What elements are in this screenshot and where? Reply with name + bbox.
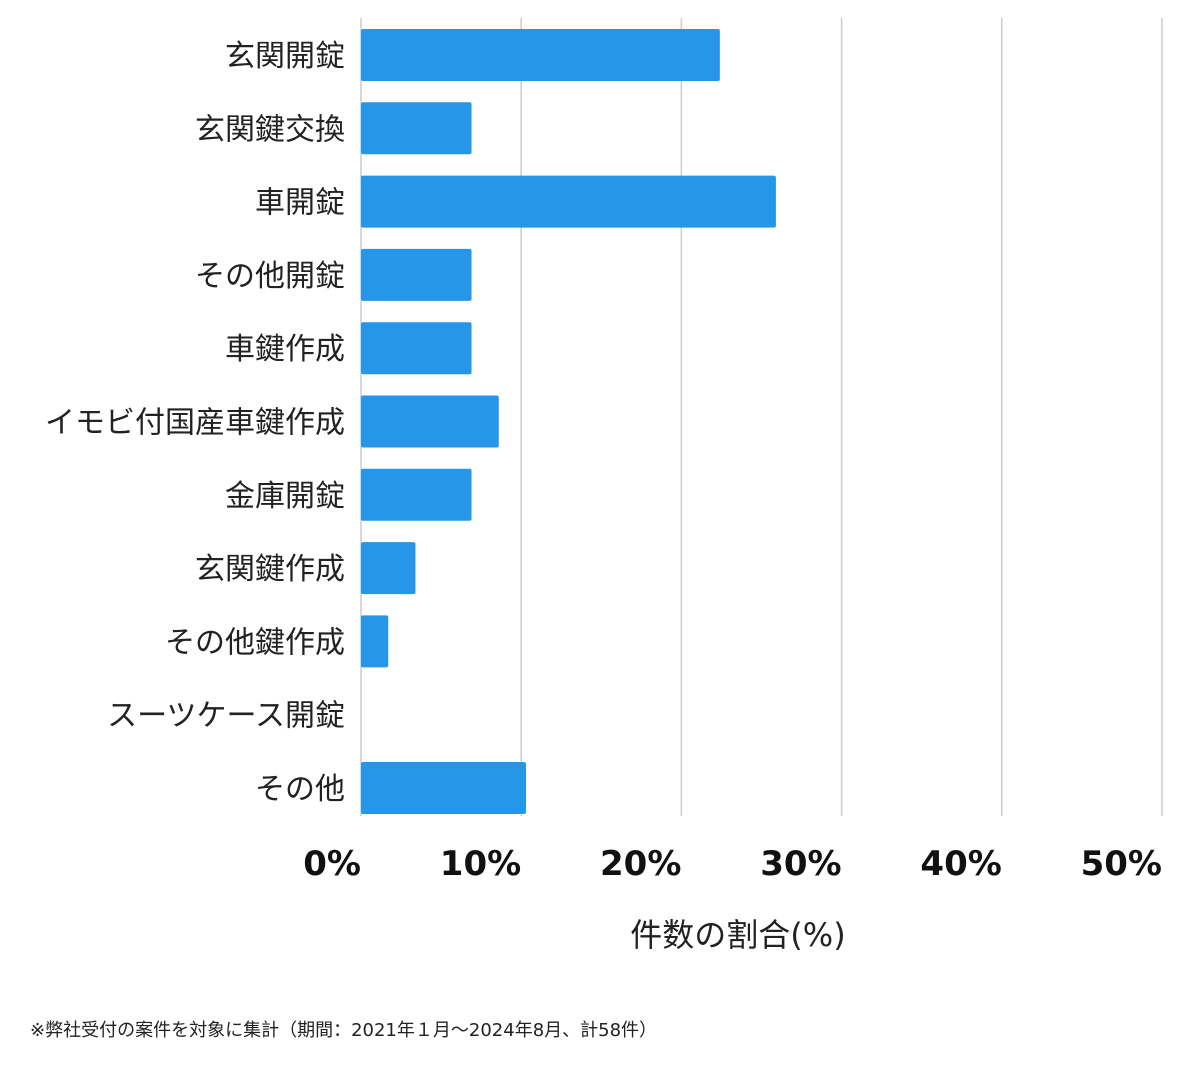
category-label-6: 金庫開錠: [225, 479, 345, 514]
bar-8: [361, 615, 389, 668]
bar-3: [361, 248, 472, 301]
footnote: ※弊社受付の案件を対象に集計（期間：2021年１月〜2024年8月、計58件）: [30, 1020, 658, 1041]
tick-label-40: 40%: [920, 844, 1001, 884]
bar-4: [361, 322, 472, 375]
category-label-8: その他鍵作成: [165, 625, 345, 660]
category-label-2: 車開錠: [255, 186, 345, 221]
tick-label-0: 0%: [303, 844, 361, 884]
tick-label-20: 20%: [600, 844, 681, 884]
gridlines: [360, 18, 1163, 816]
category-label-9: スーツケース開錠: [107, 699, 345, 734]
bar-6: [361, 468, 472, 521]
tick-label-30: 30%: [760, 844, 841, 884]
bars: [361, 29, 776, 814]
bar-10: [361, 762, 527, 814]
tick-label-10: 10%: [440, 844, 521, 884]
category-label-7: 玄関鍵作成: [195, 552, 345, 587]
category-label-3: その他開錠: [195, 259, 345, 294]
x-tick-labels: 0% 10% 20% 30% 40% 50%: [303, 844, 1162, 884]
category-label-10: その他: [255, 772, 345, 807]
tick-label-50: 50%: [1081, 844, 1162, 884]
x-axis-title: 件数の割合(%): [630, 916, 845, 954]
bar-5: [361, 395, 499, 448]
category-labels: 玄関開錠玄関鍵交換車開錠その他開錠車鍵作成イモビ付国産車鍵作成金庫開錠玄関鍵作成…: [45, 39, 345, 807]
bar-0: [361, 29, 720, 81]
bar-chart: 玄関開錠玄関鍵交換車開錠その他開錠車鍵作成イモビ付国産車鍵作成金庫開錠玄関鍵作成…: [45, 18, 1163, 954]
bar-2: [361, 175, 776, 228]
category-label-0: 玄関開錠: [225, 39, 345, 74]
category-label-1: 玄関鍵交換: [195, 112, 345, 147]
category-label-4: 車鍵作成: [225, 332, 345, 367]
bar-7: [361, 542, 416, 595]
category-label-5: イモビ付国産車鍵作成: [45, 406, 345, 441]
bar-1: [361, 102, 472, 155]
